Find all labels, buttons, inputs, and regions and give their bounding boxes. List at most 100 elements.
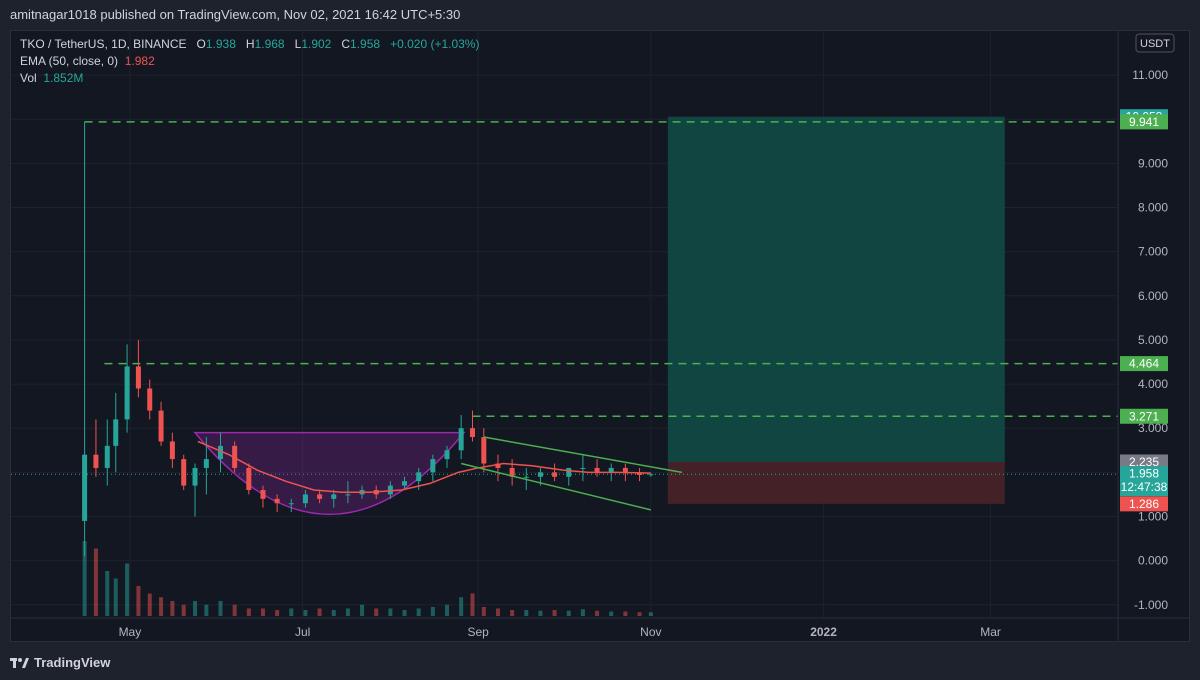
price-label-entry[interactable] <box>1120 454 1168 470</box>
volume-bar <box>136 586 141 616</box>
publisher-text: amitnagar1018 published on TradingView.c… <box>10 7 461 22</box>
price-label-level[interactable] <box>1120 356 1168 372</box>
open-label: O <box>196 37 206 51</box>
candle-body <box>481 437 487 464</box>
volume-bar <box>289 608 294 616</box>
candle-body <box>608 467 614 473</box>
volume-bar <box>374 608 379 616</box>
candle-body <box>169 441 175 460</box>
candle-body <box>566 467 572 477</box>
candle-body <box>113 419 119 446</box>
volume-bar <box>193 601 198 616</box>
candle-body <box>622 467 628 473</box>
ema-label[interactable]: EMA (50, close, 0) <box>20 54 119 68</box>
volume-bar <box>552 610 557 616</box>
price-label-stop[interactable] <box>1120 496 1168 512</box>
price-label-text: 1.958 <box>1129 467 1159 481</box>
volume-bar <box>232 604 237 616</box>
volume-bar <box>538 610 543 616</box>
x-tick-label: Jul <box>295 625 310 639</box>
channel-lower-line[interactable] <box>460 462 652 511</box>
volume-bar <box>125 563 130 616</box>
price-label-last[interactable] <box>1120 466 1168 497</box>
cup-pattern[interactable] <box>193 431 466 516</box>
volume-bar <box>524 610 529 616</box>
candle-body <box>135 366 141 389</box>
volume-bar <box>495 608 500 616</box>
volume-bar <box>93 548 98 616</box>
volume-bar <box>648 612 653 616</box>
volume-bar <box>303 610 308 616</box>
candle-body <box>430 459 436 473</box>
candle-body <box>345 494 351 496</box>
vol-row: Vol 1.852M <box>20 70 479 87</box>
tradingview-footer[interactable]: TradingView <box>10 654 110 670</box>
x-tick-label: May <box>119 625 142 639</box>
volume-bar <box>218 601 223 616</box>
volume-bar <box>470 593 475 616</box>
volume-bar <box>345 608 350 616</box>
candle-body <box>124 366 130 420</box>
volume-bar <box>580 609 585 616</box>
low-label: L <box>294 37 302 51</box>
ema-value: 1.982 <box>124 54 155 68</box>
candle-body <box>509 467 515 477</box>
volume-bar <box>275 610 280 616</box>
candle-body <box>288 503 294 505</box>
volume-bar <box>595 610 600 616</box>
candle-body <box>537 472 543 477</box>
symbol-row: TKO / TetherUS, 1D, BINANCE O1.938 H1.96… <box>20 36 479 53</box>
stop-zone[interactable] <box>667 461 1005 504</box>
target-zone[interactable] <box>667 116 1005 462</box>
volume-bar <box>159 597 164 616</box>
candle-body <box>82 454 88 521</box>
volume-bar <box>317 608 322 616</box>
candle-body <box>495 463 501 468</box>
candle-body <box>523 476 529 478</box>
volume-bar <box>388 608 393 616</box>
candle-body <box>444 450 450 460</box>
candle-body <box>416 472 422 482</box>
candle-body <box>218 445 224 460</box>
candle-body <box>93 454 99 468</box>
candle-body <box>580 467 586 469</box>
countdown-text: 12:47:38 <box>1121 480 1168 494</box>
y-tick-label: -1.000 <box>1134 598 1168 612</box>
price-label-text: 1.286 <box>1129 497 1159 511</box>
close-value: 1.958 <box>350 37 381 51</box>
candle-body <box>246 467 252 491</box>
price-label-level[interactable] <box>1120 114 1168 130</box>
volume-bar <box>204 604 209 616</box>
candle-body <box>552 472 558 477</box>
volume-bar <box>147 593 152 616</box>
candle-body <box>331 494 337 499</box>
y-tick-label: 7.000 <box>1138 245 1168 259</box>
candle-body <box>469 428 475 438</box>
candle-body <box>637 472 643 476</box>
channel-upper-line[interactable] <box>483 436 683 474</box>
volume-bar <box>113 578 118 616</box>
high-label: H <box>245 37 255 51</box>
y-tick-label: 4.000 <box>1138 377 1168 391</box>
price-label-text: 3.271 <box>1129 409 1159 423</box>
candle-body <box>387 485 393 495</box>
volume-bar <box>609 611 614 616</box>
symbol-label[interactable]: TKO / TetherUS, 1D, BINANCE <box>20 37 187 51</box>
candle-body <box>274 498 280 504</box>
candle-body <box>104 445 110 468</box>
volume-bar <box>459 597 464 616</box>
volume-bar <box>637 612 642 616</box>
vol-value: 1.852M <box>43 71 84 85</box>
open-value: 1.938 <box>205 37 236 51</box>
price-label-level[interactable] <box>1120 408 1168 424</box>
volume-bar <box>82 541 87 616</box>
y-tick-label: 9.000 <box>1138 156 1168 170</box>
volume-bar <box>430 607 435 616</box>
vol-label[interactable]: Vol <box>20 71 37 85</box>
candle-body <box>458 428 464 451</box>
currency-badge[interactable] <box>1135 33 1175 53</box>
y-tick-label: 5.000 <box>1138 333 1168 347</box>
candle-body <box>594 467 600 473</box>
tradingview-logo-icon <box>10 657 29 668</box>
